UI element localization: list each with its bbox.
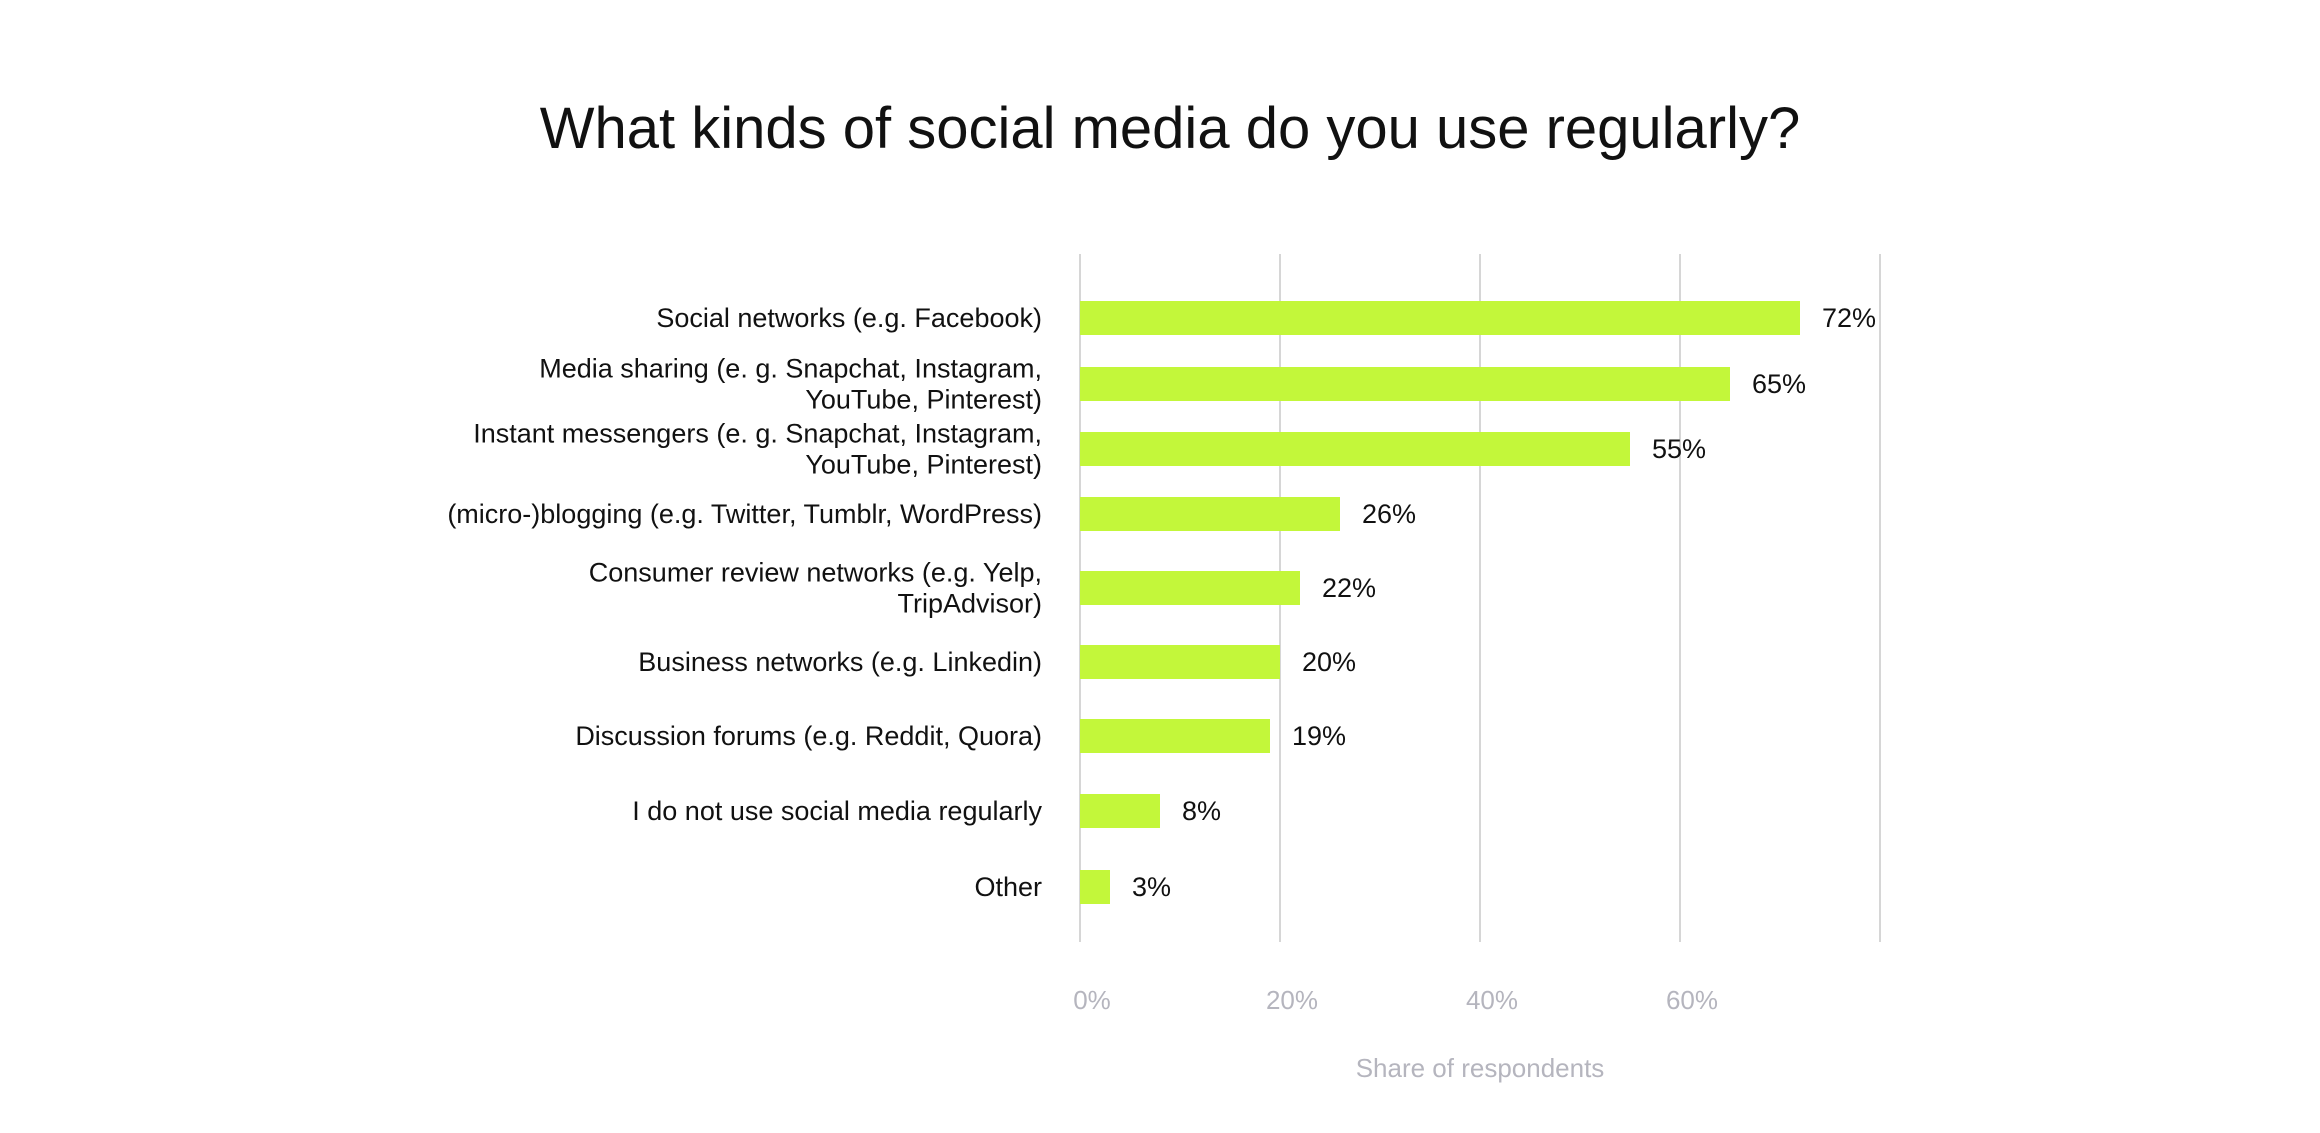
value-labels: 72% 65% 55% 26% 22% 20% 19% 8% 3% xyxy=(1132,303,1876,902)
category-label: Media sharing (e. g. Snapchat, Instagram… xyxy=(539,354,1042,415)
data-label: 3% xyxy=(1132,872,1171,902)
bars xyxy=(1080,301,1800,904)
bar xyxy=(1080,432,1630,466)
bar xyxy=(1080,367,1730,401)
x-tick-label: 40% xyxy=(1466,985,1518,1015)
category-label-line: TripAdvisor) xyxy=(897,589,1042,619)
data-label: 65% xyxy=(1752,369,1806,399)
x-tick-labels: 0% 20% 40% 60% xyxy=(1073,985,1718,1015)
bar xyxy=(1080,497,1340,531)
chart-title: What kinds of social media do you use re… xyxy=(540,96,1801,161)
category-label: (micro-)blogging (e.g. Twitter, Tumblr, … xyxy=(447,499,1042,529)
category-label: Instant messengers (e. g. Snapchat, Inst… xyxy=(473,419,1042,480)
category-label-line: Instant messengers (e. g. Snapchat, Inst… xyxy=(473,419,1042,449)
data-label: 20% xyxy=(1302,647,1356,677)
bar xyxy=(1080,719,1270,753)
bar xyxy=(1080,794,1160,828)
category-label-line: Business networks (e.g. Linkedin) xyxy=(638,647,1042,677)
category-label-line: YouTube, Pinterest) xyxy=(805,385,1042,415)
data-label: 22% xyxy=(1322,573,1376,603)
category-label: Business networks (e.g. Linkedin) xyxy=(638,647,1042,677)
category-label-line: Consumer review networks (e.g. Yelp, xyxy=(589,558,1042,588)
category-label-line: Social networks (e.g. Facebook) xyxy=(656,303,1042,333)
category-label-line: Other xyxy=(974,872,1042,902)
data-label: 55% xyxy=(1652,434,1706,464)
bar xyxy=(1080,301,1800,335)
bar xyxy=(1080,645,1280,679)
bar xyxy=(1080,870,1110,904)
category-label-line: Media sharing (e. g. Snapchat, Instagram… xyxy=(539,354,1042,384)
category-label-line: Discussion forums (e.g. Reddit, Quora) xyxy=(575,721,1042,751)
category-label: Social networks (e.g. Facebook) xyxy=(656,303,1042,333)
category-label-line: (micro-)blogging (e.g. Twitter, Tumblr, … xyxy=(447,499,1042,529)
x-axis-label: Share of respondents xyxy=(1356,1053,1605,1083)
data-label: 19% xyxy=(1292,721,1346,751)
x-tick-label: 20% xyxy=(1266,985,1318,1015)
category-label: Discussion forums (e.g. Reddit, Quora) xyxy=(575,721,1042,751)
data-label: 8% xyxy=(1182,796,1221,826)
x-tick-label: 60% xyxy=(1666,985,1718,1015)
category-label: I do not use social media regularly xyxy=(632,796,1042,826)
bar xyxy=(1080,571,1300,605)
data-label: 26% xyxy=(1362,499,1416,529)
category-label-line: YouTube, Pinterest) xyxy=(805,450,1042,480)
category-label: Other xyxy=(974,872,1042,902)
category-labels: Social networks (e.g. Facebook) Media sha… xyxy=(447,303,1042,902)
category-label-line: I do not use social media regularly xyxy=(632,796,1042,826)
category-label: Consumer review networks (e.g. Yelp, Trip… xyxy=(589,558,1042,619)
data-label: 72% xyxy=(1822,303,1876,333)
x-tick-label: 0% xyxy=(1073,985,1111,1015)
